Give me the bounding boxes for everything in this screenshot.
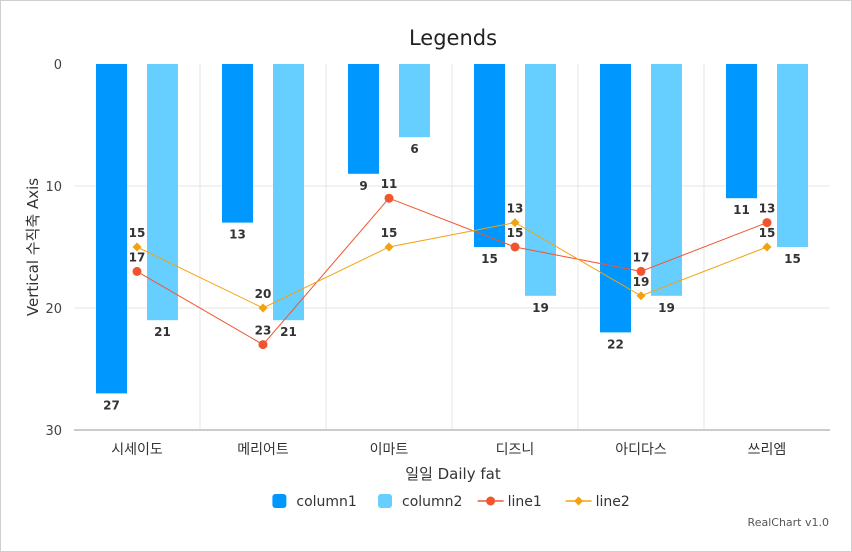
marker-line2 [258, 303, 268, 313]
bar-data-label: 21 [280, 325, 297, 339]
bar-column2 [777, 64, 808, 247]
line-data-label: 15 [759, 226, 776, 240]
bar-data-label: 19 [658, 301, 675, 315]
legend-swatch-column1 [272, 494, 287, 508]
bar-data-label: 15 [481, 252, 498, 266]
bar-data-label: 6 [410, 142, 418, 156]
chart-title: Legends [409, 26, 497, 50]
marker-line1 [132, 266, 142, 276]
bar-data-label: 27 [103, 398, 120, 412]
line-data-label: 13 [759, 202, 776, 216]
bar-data-label: 22 [607, 337, 624, 351]
bar-data-label: 11 [733, 203, 750, 217]
bar-data-label: 13 [229, 228, 246, 242]
bar-column1 [222, 64, 253, 223]
marker-line1 [762, 218, 772, 228]
line-line1 [136, 197, 768, 346]
y-tick-label: 30 [45, 424, 62, 439]
x-tick-label: 쓰리엠 [748, 442, 787, 458]
x-tick-label: 디즈니 [496, 442, 535, 458]
marker-line2 [132, 242, 142, 252]
line-data-label: 15 [507, 226, 524, 240]
bar-data-label: 9 [359, 179, 367, 193]
bar-column1 [726, 64, 757, 199]
marker-line1 [384, 193, 394, 203]
legend-label-line2: line2 [596, 494, 630, 510]
line-data-label: 19 [633, 275, 650, 289]
bar-column2 [399, 64, 430, 138]
x-tick-label: 이마트 [370, 442, 409, 458]
bar-column2 [273, 64, 304, 321]
bar-column1 [474, 64, 505, 247]
x-axis-title: 일일 Daily fat [405, 465, 501, 483]
legend-swatch-column2 [378, 494, 392, 508]
bar-column1 [600, 64, 631, 333]
legend-label-column1: column1 [296, 494, 356, 510]
bar-column2 [147, 64, 178, 321]
legend-marker-line1 [486, 496, 496, 506]
x-tick-label: 메리어트 [237, 442, 289, 458]
line-data-label: 17 [129, 250, 146, 264]
bar-column1 [96, 64, 127, 394]
y-axis-title: Vertical 수직축 Axis [24, 178, 42, 316]
marker-line2 [636, 291, 646, 301]
legend-label-line1: line1 [508, 494, 542, 510]
line-line2 [136, 222, 768, 309]
bar-data-label: 19 [532, 301, 549, 315]
line-data-label: 17 [633, 250, 650, 264]
marker-line1 [510, 242, 520, 252]
marker-line1 [258, 340, 268, 350]
y-tick-label: 0 [54, 58, 62, 73]
x-tick-label: 아디다스 [615, 442, 667, 458]
line-data-label: 15 [381, 226, 398, 240]
marker-line2 [762, 242, 772, 252]
line-data-label: 23 [255, 324, 272, 338]
bar-data-label: 21 [154, 325, 171, 339]
y-tick-label: 20 [45, 302, 62, 317]
line-data-label: 20 [255, 287, 272, 301]
legend-label-column2: column2 [402, 494, 462, 510]
line-data-label: 13 [507, 202, 524, 216]
bar-column2 [525, 64, 556, 296]
bar-column1 [348, 64, 379, 174]
credits-text: RealChart v1.0 [747, 516, 829, 529]
line-data-label: 11 [381, 177, 398, 191]
y-tick-label: 10 [45, 180, 62, 195]
marker-line2 [384, 242, 394, 252]
x-tick-label: 시세이도 [111, 442, 163, 458]
legend-marker-line2 [574, 496, 584, 506]
line-data-label: 15 [129, 226, 146, 240]
bar-data-label: 15 [784, 252, 801, 266]
marker-line1 [636, 266, 646, 276]
marker-line2 [510, 218, 520, 228]
